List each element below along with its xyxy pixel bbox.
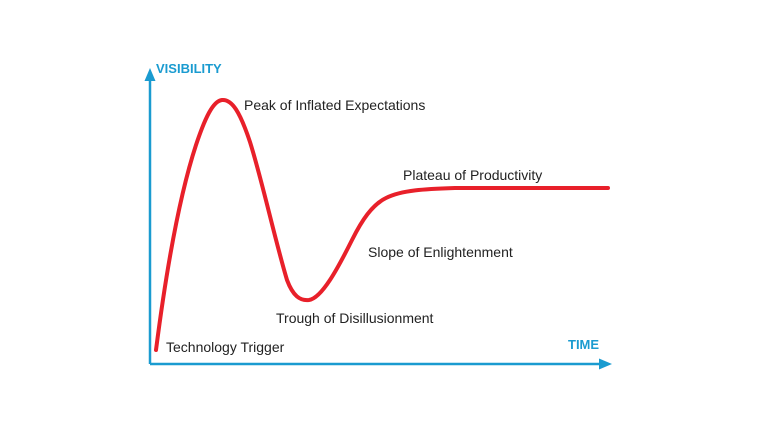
x-axis-title: TIME — [568, 337, 599, 352]
label-trough-of-disillusionment: Trough of Disillusionment — [276, 310, 434, 326]
label-technology-trigger: Technology Trigger — [166, 339, 285, 355]
y-axis-arrowhead — [144, 68, 156, 81]
hype-curve — [154, 98, 610, 352]
y-axis-title: VISIBILITY — [156, 61, 222, 76]
x-axis-arrowhead — [599, 358, 612, 370]
label-peak-of-inflated-expectations: Peak of Inflated Expectations — [244, 97, 425, 113]
label-slope-of-enlightenment: Slope of Enlightenment — [368, 244, 513, 260]
label-plateau-of-productivity: Plateau of Productivity — [403, 167, 542, 183]
